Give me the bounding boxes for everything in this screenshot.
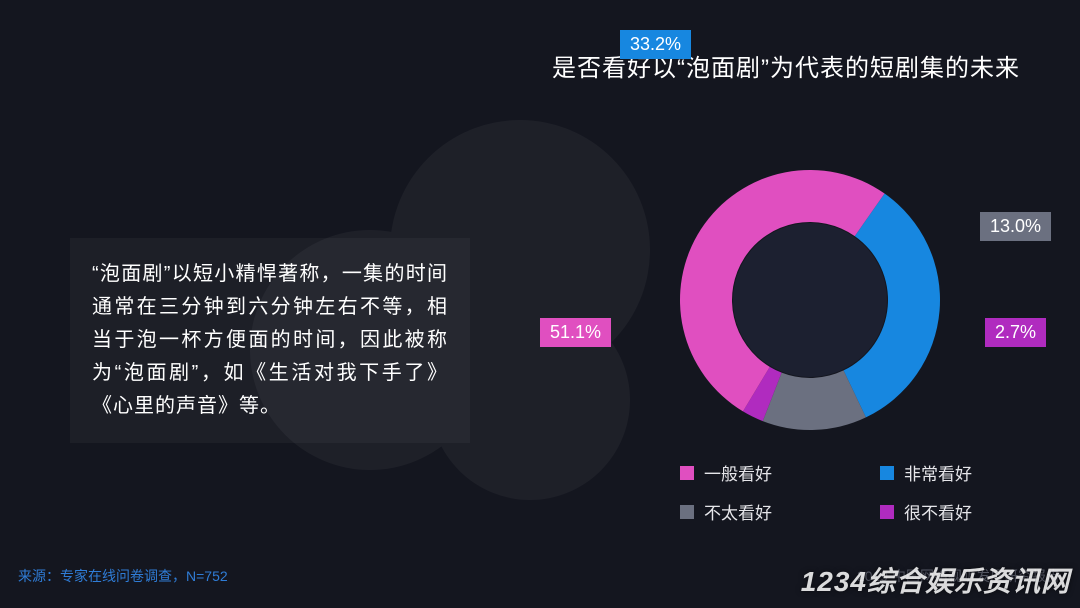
legend-item: 非常看好 xyxy=(880,460,1040,485)
pct-label: 33.2% xyxy=(620,30,691,59)
donut-chart xyxy=(590,130,1050,470)
legend-label: 很不看好 xyxy=(904,499,972,524)
legend-swatch xyxy=(680,466,694,480)
donut-svg xyxy=(660,150,960,450)
legend: 一般看好 非常看好不太看好 很不看好 xyxy=(680,460,1040,524)
pct-label: 13.0% xyxy=(980,212,1051,241)
legend-label: 非常看好 xyxy=(904,460,972,485)
pct-label: 51.1% xyxy=(540,318,611,347)
legend-label: 不太看好 xyxy=(704,499,772,524)
watermark: 1234综合娱乐资讯网 xyxy=(801,560,1070,600)
legend-item: 很不看好 xyxy=(880,499,1040,524)
donut-center xyxy=(733,223,887,377)
legend-swatch xyxy=(880,505,894,519)
legend-swatch xyxy=(880,466,894,480)
description-box: “泡面剧”以短小精悍著称，一集的时间通常在三分钟到六分钟左右不等，相当于泡一杯方… xyxy=(70,238,470,443)
legend-item: 不太看好 xyxy=(680,499,840,524)
legend-item: 一般看好 xyxy=(680,460,840,485)
pct-label: 2.7% xyxy=(985,318,1046,347)
source-note: 来源：专家在线问卷调查，N=752 xyxy=(18,566,228,586)
legend-swatch xyxy=(680,505,694,519)
legend-label: 一般看好 xyxy=(704,460,772,485)
